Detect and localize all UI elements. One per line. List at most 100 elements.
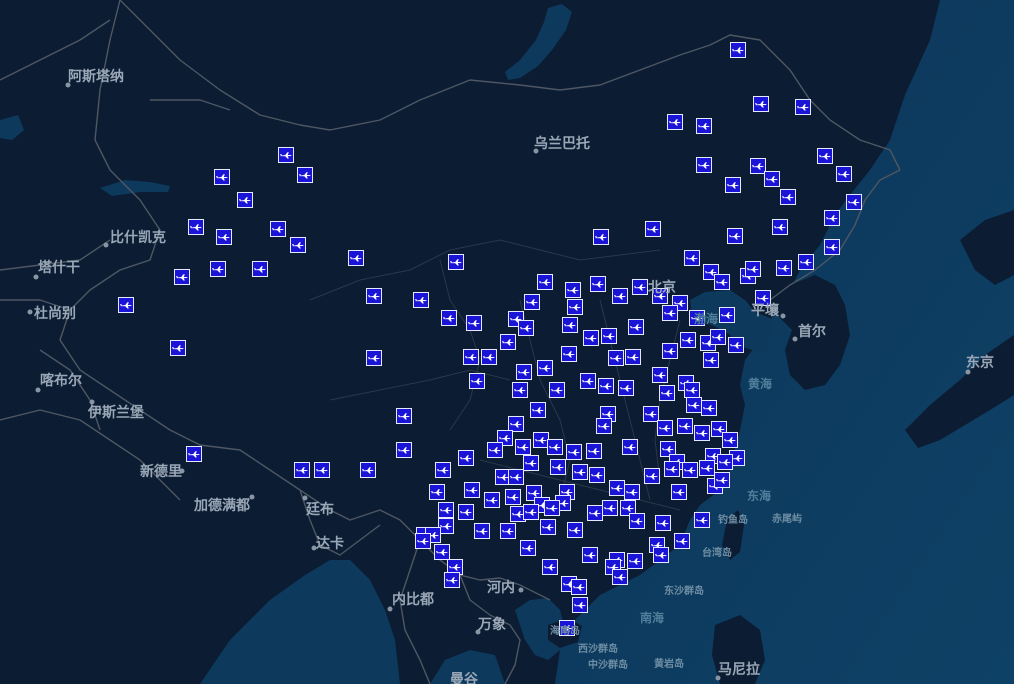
airport-marker[interactable] <box>444 572 460 588</box>
airport-marker[interactable] <box>515 439 531 455</box>
airport-marker[interactable] <box>824 210 840 226</box>
airport-marker[interactable] <box>686 397 702 413</box>
airport-marker[interactable] <box>366 350 382 366</box>
airport-marker[interactable] <box>798 254 814 270</box>
airport-marker[interactable] <box>590 276 606 292</box>
airport-marker[interactable] <box>817 148 833 164</box>
airport-marker[interactable] <box>505 489 521 505</box>
airport-marker[interactable] <box>520 540 536 556</box>
airport-marker[interactable] <box>438 502 454 518</box>
airport-marker[interactable] <box>441 310 457 326</box>
airport-marker[interactable] <box>469 373 485 389</box>
airport-marker[interactable] <box>717 454 733 470</box>
airport-marker[interactable] <box>434 544 450 560</box>
airport-marker[interactable] <box>523 504 539 520</box>
airport-marker[interactable] <box>438 518 454 534</box>
airport-marker[interactable] <box>518 320 534 336</box>
airport-marker[interactable] <box>500 523 516 539</box>
airport-marker[interactable] <box>601 328 617 344</box>
airport-marker[interactable] <box>314 462 330 478</box>
airport-marker[interactable] <box>620 500 636 516</box>
airport-marker[interactable] <box>481 349 497 365</box>
airport-marker[interactable] <box>753 96 769 112</box>
airport-marker[interactable] <box>660 441 676 457</box>
airport-marker[interactable] <box>612 288 628 304</box>
airport-marker[interactable] <box>701 400 717 416</box>
airport-marker[interactable] <box>214 169 230 185</box>
airport-marker[interactable] <box>290 237 306 253</box>
airport-marker[interactable] <box>730 42 746 58</box>
airport-marker[interactable] <box>466 315 482 331</box>
airport-marker[interactable] <box>727 228 743 244</box>
airport-marker[interactable] <box>652 288 668 304</box>
airport-marker[interactable] <box>547 439 563 455</box>
airport-marker[interactable] <box>497 430 513 446</box>
airport-marker[interactable] <box>366 288 382 304</box>
airport-marker[interactable] <box>270 221 286 237</box>
airport-marker[interactable] <box>622 439 638 455</box>
airport-marker[interactable] <box>216 229 232 245</box>
airport-marker[interactable] <box>549 382 565 398</box>
airport-marker[interactable] <box>645 221 661 237</box>
airport-marker[interactable] <box>435 462 451 478</box>
airport-marker[interactable] <box>722 432 738 448</box>
airport-marker[interactable] <box>458 450 474 466</box>
airport-marker[interactable] <box>413 292 429 308</box>
airport-marker[interactable] <box>396 408 412 424</box>
airport-marker[interactable] <box>537 274 553 290</box>
airport-marker[interactable] <box>655 515 671 531</box>
airport-marker[interactable] <box>566 444 582 460</box>
airport-marker[interactable] <box>625 349 641 365</box>
airport-marker[interactable] <box>710 329 726 345</box>
airport-marker[interactable] <box>602 500 618 516</box>
airport-marker[interactable] <box>294 462 310 478</box>
airport-marker[interactable] <box>680 332 696 348</box>
airport-marker[interactable] <box>561 346 577 362</box>
airport-marker[interactable] <box>500 334 516 350</box>
airport-marker[interactable] <box>696 157 712 173</box>
airport-marker[interactable] <box>540 519 556 535</box>
airport-marker[interactable] <box>582 547 598 563</box>
airport-marker[interactable] <box>745 261 761 277</box>
airport-marker[interactable] <box>544 500 560 516</box>
airport-marker[interactable] <box>572 464 588 480</box>
airport-marker[interactable] <box>210 261 226 277</box>
airport-marker[interactable] <box>571 579 587 595</box>
airport-marker[interactable] <box>612 569 628 585</box>
airport-marker[interactable] <box>699 460 715 476</box>
airport-marker[interactable] <box>671 484 687 500</box>
airport-marker[interactable] <box>750 158 766 174</box>
airport-marker[interactable] <box>609 480 625 496</box>
airport-marker[interactable] <box>644 468 660 484</box>
airport-marker[interactable] <box>755 290 771 306</box>
airport-marker[interactable] <box>628 319 644 335</box>
airport-marker[interactable] <box>396 442 412 458</box>
airport-marker[interactable] <box>464 482 480 498</box>
airport-marker[interactable] <box>703 352 719 368</box>
airport-marker[interactable] <box>714 472 730 488</box>
airport-marker[interactable] <box>188 219 204 235</box>
airport-marker[interactable] <box>458 504 474 520</box>
airport-marker[interactable] <box>587 505 603 521</box>
airport-marker[interactable] <box>694 512 710 528</box>
airport-marker[interactable] <box>659 385 675 401</box>
airport-marker[interactable] <box>174 269 190 285</box>
airport-marker[interactable] <box>567 522 583 538</box>
airport-marker[interactable] <box>562 317 578 333</box>
airport-marker[interactable] <box>728 337 744 353</box>
airport-marker[interactable] <box>586 443 602 459</box>
airport-marker[interactable] <box>348 250 364 266</box>
airport-marker[interactable] <box>677 418 693 434</box>
airport-marker[interactable] <box>664 461 680 477</box>
airport-marker[interactable] <box>667 114 683 130</box>
airport-marker[interactable] <box>608 350 624 366</box>
airport-marker[interactable] <box>448 254 464 270</box>
airport-marker[interactable] <box>725 177 741 193</box>
airport-marker[interactable] <box>589 467 605 483</box>
airport-marker[interactable] <box>596 418 612 434</box>
airport-marker[interactable] <box>360 462 376 478</box>
airport-marker[interactable] <box>836 166 852 182</box>
airport-marker[interactable] <box>278 147 294 163</box>
airport-marker[interactable] <box>508 416 524 432</box>
airport-marker[interactable] <box>618 380 634 396</box>
